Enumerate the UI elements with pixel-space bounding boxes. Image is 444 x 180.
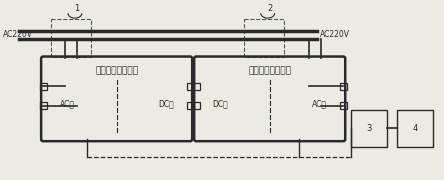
Text: 1: 1 [74, 4, 79, 13]
Bar [40, 83, 47, 89]
Bar [351, 110, 387, 147]
Bar [193, 83, 200, 89]
Bar [187, 83, 194, 89]
Bar [51, 19, 91, 57]
Bar [187, 102, 194, 109]
Text: AC220V: AC220V [4, 30, 33, 39]
Bar [397, 110, 432, 147]
Text: AC侧: AC侧 [312, 99, 327, 108]
Text: AC侧: AC侧 [59, 99, 75, 108]
Text: AC220V: AC220V [321, 30, 350, 39]
Text: 第一电源转换装置: 第一电源转换装置 [95, 67, 138, 76]
Bar [193, 102, 200, 109]
Text: DC侧: DC侧 [212, 99, 228, 108]
Bar [340, 83, 347, 89]
Bar [244, 19, 284, 57]
Text: 3: 3 [366, 124, 372, 133]
Text: 2: 2 [267, 4, 272, 13]
Bar [40, 102, 47, 109]
Bar [340, 102, 347, 109]
Text: 4: 4 [412, 124, 417, 133]
Text: 第二电源转换装置: 第二电源转换装置 [248, 67, 291, 76]
Text: DC侧: DC侧 [159, 99, 174, 108]
